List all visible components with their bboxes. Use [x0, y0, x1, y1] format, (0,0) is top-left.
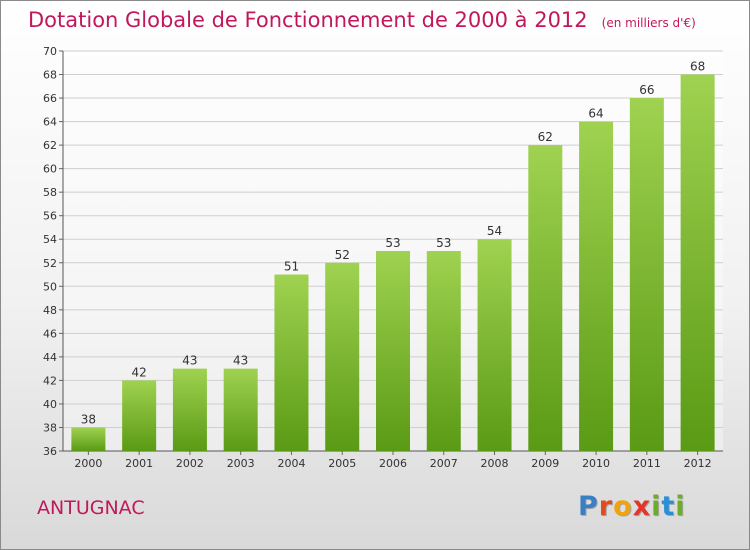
y-tick-label: 58	[43, 186, 57, 199]
y-tick-label: 52	[43, 257, 57, 270]
bar-2003	[223, 368, 258, 451]
x-tick-label-2009: 2009	[531, 457, 559, 470]
bar-2004	[274, 274, 309, 451]
y-tick-label: 62	[43, 139, 57, 152]
y-tick-label: 38	[43, 421, 57, 434]
y-tick-label: 66	[43, 92, 57, 105]
proxiti-logo[interactable]: Proxiti	[578, 491, 686, 522]
data-label-2009: 62	[538, 130, 553, 144]
y-tick-label: 44	[43, 351, 57, 364]
y-tick-label: 64	[43, 116, 57, 129]
x-tick-label-2007: 2007	[430, 457, 458, 470]
bar-2008	[477, 239, 512, 451]
bar-2009	[528, 145, 563, 451]
y-tick-label: 60	[43, 163, 57, 176]
data-label-2002: 43	[182, 354, 197, 368]
data-label-2011: 66	[639, 83, 654, 97]
data-label-2012: 68	[690, 60, 705, 74]
y-tick-label: 46	[43, 327, 57, 340]
x-tick-label-2004: 2004	[277, 457, 305, 470]
data-label-2006: 53	[385, 236, 400, 250]
y-tick-label: 40	[43, 398, 57, 411]
bar-2001	[122, 380, 157, 451]
x-tick-label-2006: 2006	[379, 457, 407, 470]
bar-2005	[325, 262, 360, 451]
bar-2010	[579, 121, 614, 452]
x-tick-label-2011: 2011	[633, 457, 661, 470]
y-tick-label: 68	[43, 69, 57, 82]
place-name: ANTUGNAC	[37, 497, 145, 519]
data-label-2005: 52	[335, 248, 350, 262]
bar-2012	[680, 74, 715, 451]
y-tick-label: 36	[43, 445, 57, 458]
x-tick-label-2008: 2008	[481, 457, 509, 470]
chart-title: Dotation Globale de Fonctionnement de 20…	[28, 8, 588, 32]
x-tick-label-2001: 2001	[125, 457, 153, 470]
x-tick-label-2010: 2010	[582, 457, 610, 470]
x-tick-label-2012: 2012	[684, 457, 712, 470]
data-label-2010: 64	[588, 107, 603, 121]
data-label-2008: 54	[487, 224, 502, 238]
data-label-2003: 43	[233, 354, 248, 368]
data-label-2007: 53	[436, 236, 451, 250]
x-tick-label-2002: 2002	[176, 457, 204, 470]
data-label-2000: 38	[81, 412, 96, 426]
bar-2006	[376, 251, 410, 451]
y-tick-label: 50	[43, 280, 57, 293]
y-tick-label: 54	[43, 233, 57, 246]
y-tick-label: 70	[43, 45, 57, 58]
x-tick-label-2005: 2005	[328, 457, 356, 470]
x-tick-label-2003: 2003	[227, 457, 255, 470]
y-tick-label: 48	[43, 304, 57, 317]
data-label-2004: 51	[284, 260, 299, 274]
bar-2000	[71, 427, 106, 451]
bar-2002	[172, 368, 207, 451]
bar-2007	[426, 251, 461, 451]
bar-2011	[629, 98, 664, 451]
x-tick-label-2000: 2000	[74, 457, 102, 470]
data-label-2001: 42	[132, 365, 147, 379]
unit-label: (en milliers d'€)	[601, 16, 696, 30]
y-tick-label: 56	[43, 210, 57, 223]
y-tick-label: 42	[43, 374, 57, 387]
page-title: Dotation Globale de Fonctionnement de 20…	[28, 8, 696, 32]
